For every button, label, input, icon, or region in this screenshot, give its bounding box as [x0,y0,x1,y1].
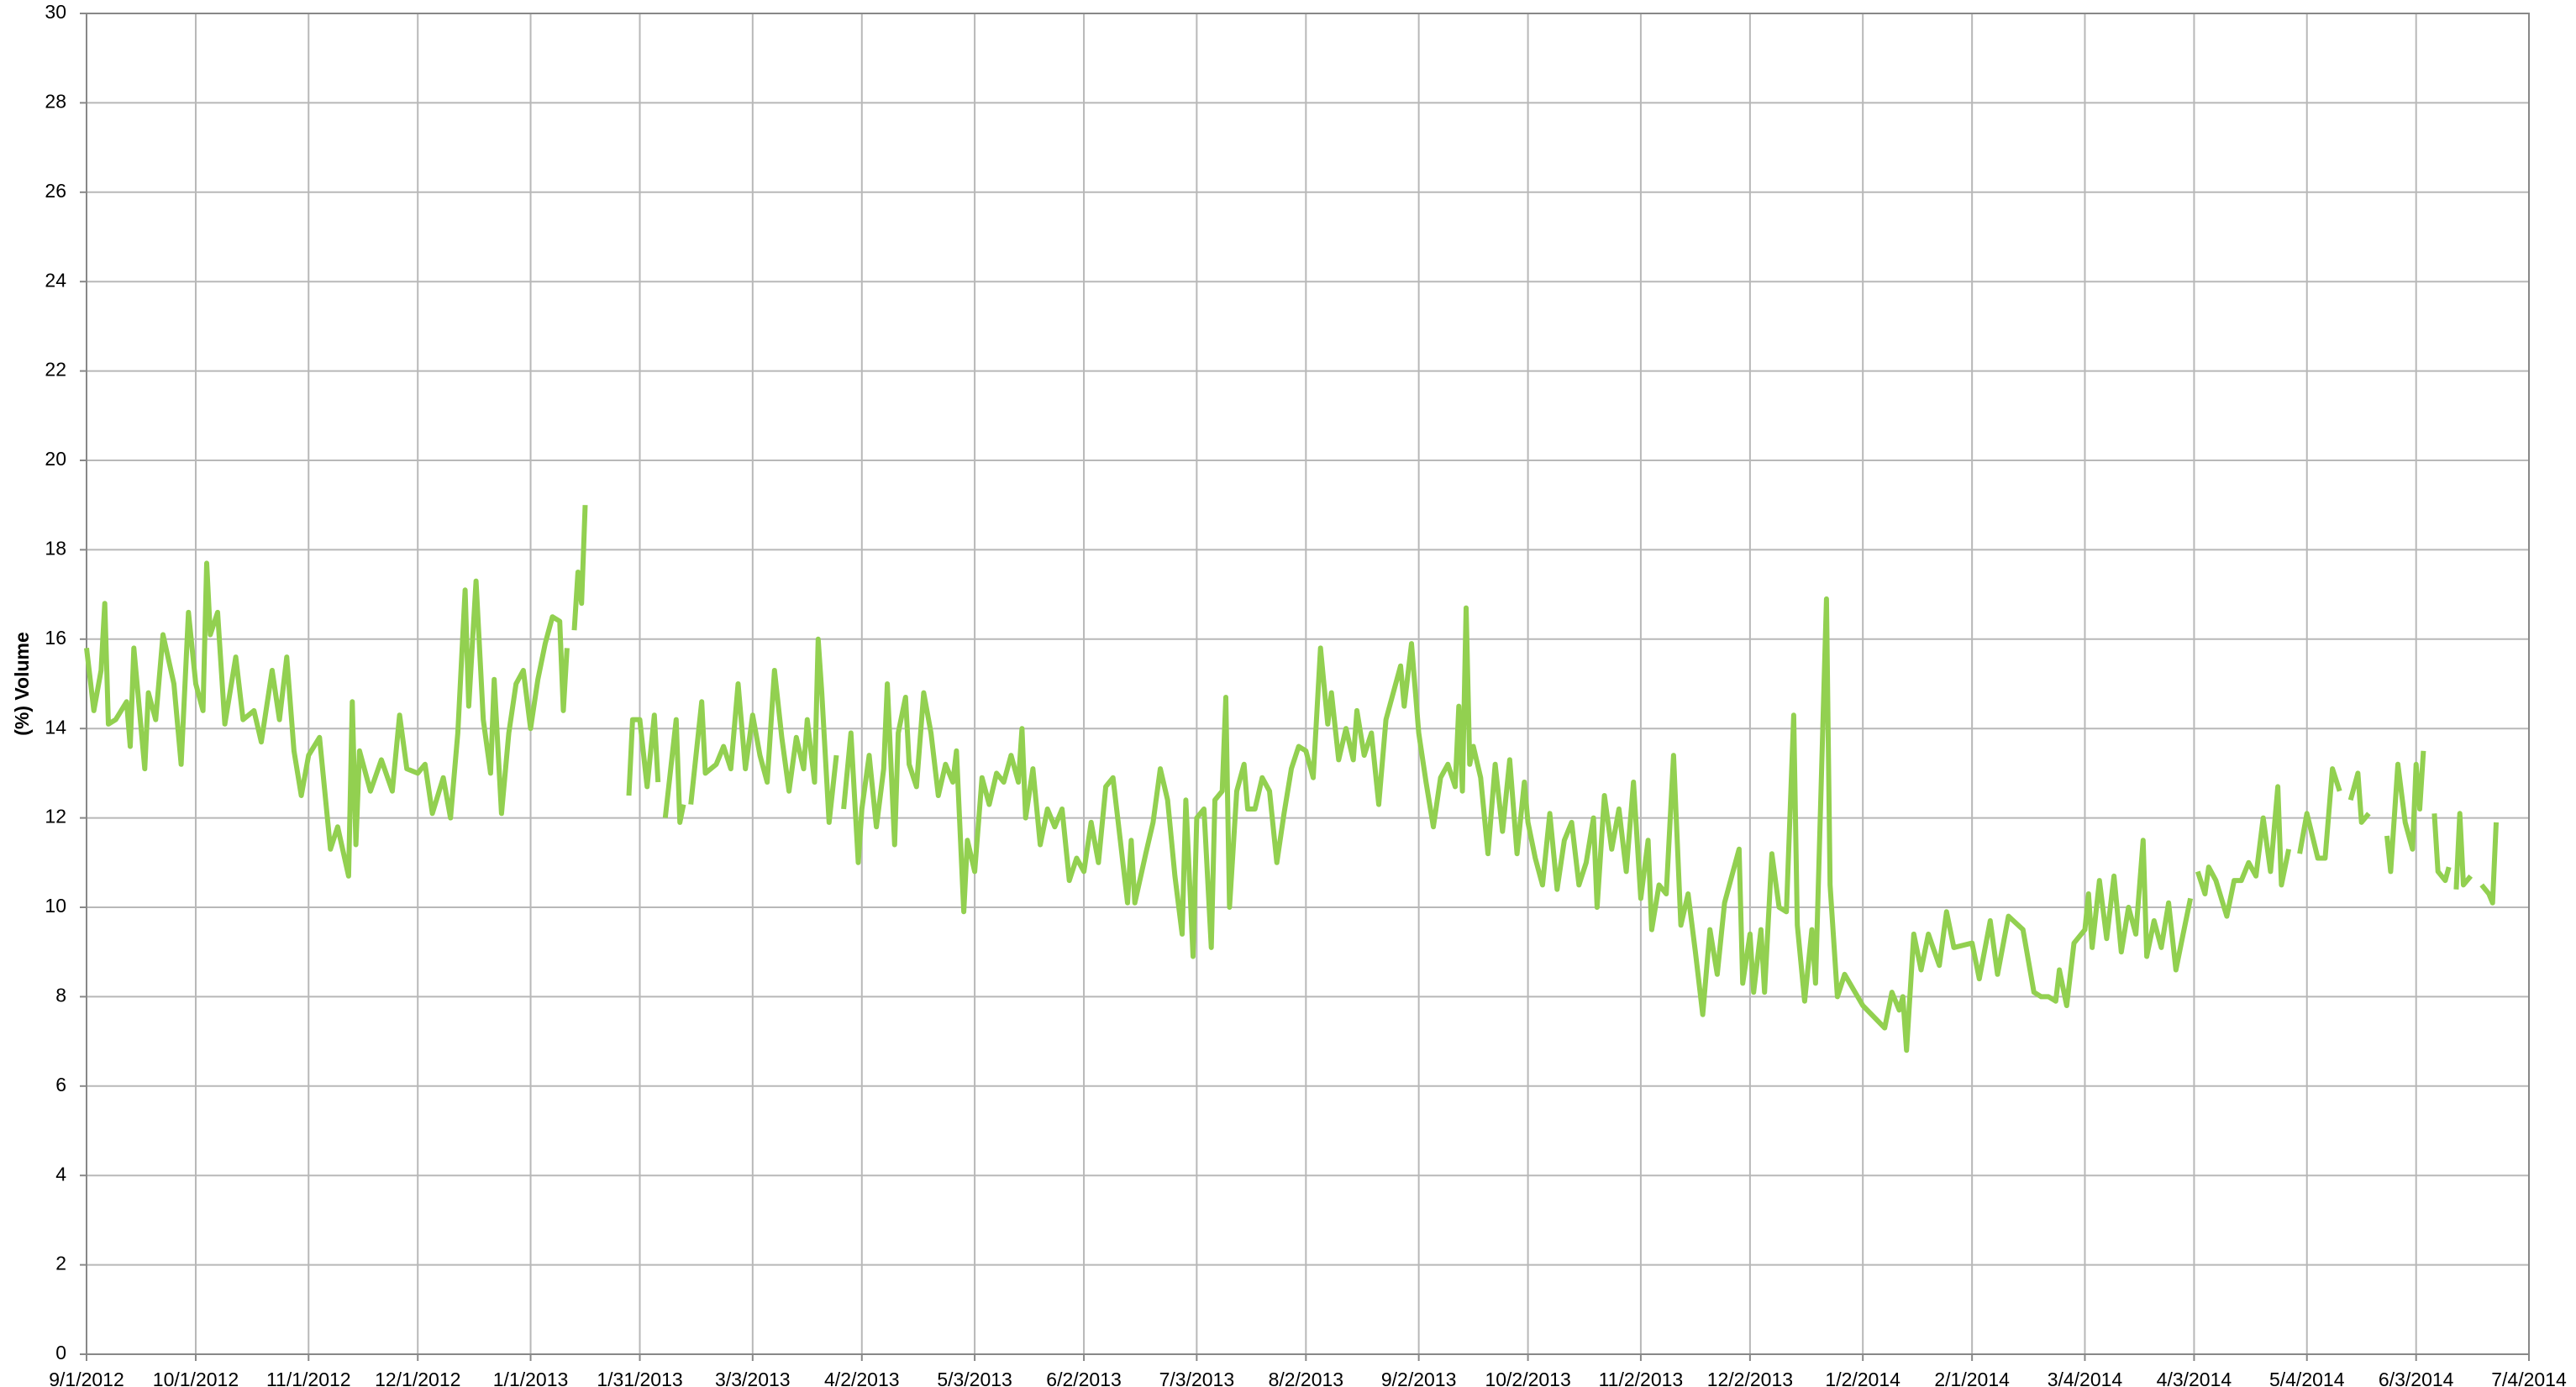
x-tick-label: 7/4/2014 [2491,1369,2567,1387]
x-tick-label: 1/31/2013 [597,1369,682,1387]
x-tick-label: 10/1/2012 [153,1369,239,1387]
x-tick-label: 12/1/2012 [375,1369,460,1387]
x-tick-label: 1/1/2013 [493,1369,569,1387]
x-tick-label: 11/1/2012 [266,1369,351,1387]
y-tick-label: 26 [45,180,66,202]
x-tick-label: 9/2/2013 [1381,1369,1457,1387]
plot-border [86,13,2530,1355]
x-tick-label: 12/2/2013 [1707,1369,1793,1387]
y-tick-label: 16 [45,627,66,649]
x-tick-label: 6/2/2013 [1046,1369,1122,1387]
x-tick-label: 9/1/2012 [49,1369,124,1387]
x-tick-label: 11/2/2013 [1599,1369,1684,1387]
y-tick-label: 4 [55,1163,66,1185]
y-tick-label: 8 [55,984,66,1006]
x-tick-label: 1/2/2014 [1825,1369,1900,1387]
y-tick-label: 18 [45,537,66,559]
y-axis-title: (%) Volume [11,632,33,736]
x-tick-label: 10/2/2013 [1485,1369,1570,1387]
x-tick-label: 4/3/2014 [2157,1369,2232,1387]
x-tick-label: 7/3/2013 [1159,1369,1235,1387]
y-tick-label: 30 [45,1,66,23]
x-tick-label: 5/4/2014 [2269,1369,2345,1387]
x-tick-label: 4/2/2013 [824,1369,900,1387]
y-tick-label: 24 [45,269,66,291]
y-tick-label: 28 [45,90,66,112]
x-tick-label: 5/3/2013 [937,1369,1012,1387]
x-tick-label: 3/4/2014 [2048,1369,2123,1387]
y-tick-label: 10 [45,895,66,917]
y-tick-label: 2 [55,1253,66,1274]
y-tick-label: 22 [45,359,66,381]
x-tick-label: 3/3/2013 [715,1369,791,1387]
y-tick-label: 20 [45,448,66,470]
x-tick-label: 6/3/2014 [2379,1369,2454,1387]
y-tick-label: 14 [45,716,66,738]
y-tick-label: 6 [55,1074,66,1095]
y-tick-label: 0 [55,1342,66,1363]
data-line [84,505,2499,1053]
x-tick-label: 2/1/2014 [1934,1369,2010,1387]
x-tick-label: 8/2/2013 [1269,1369,1344,1387]
y-tick-label: 12 [45,806,66,827]
